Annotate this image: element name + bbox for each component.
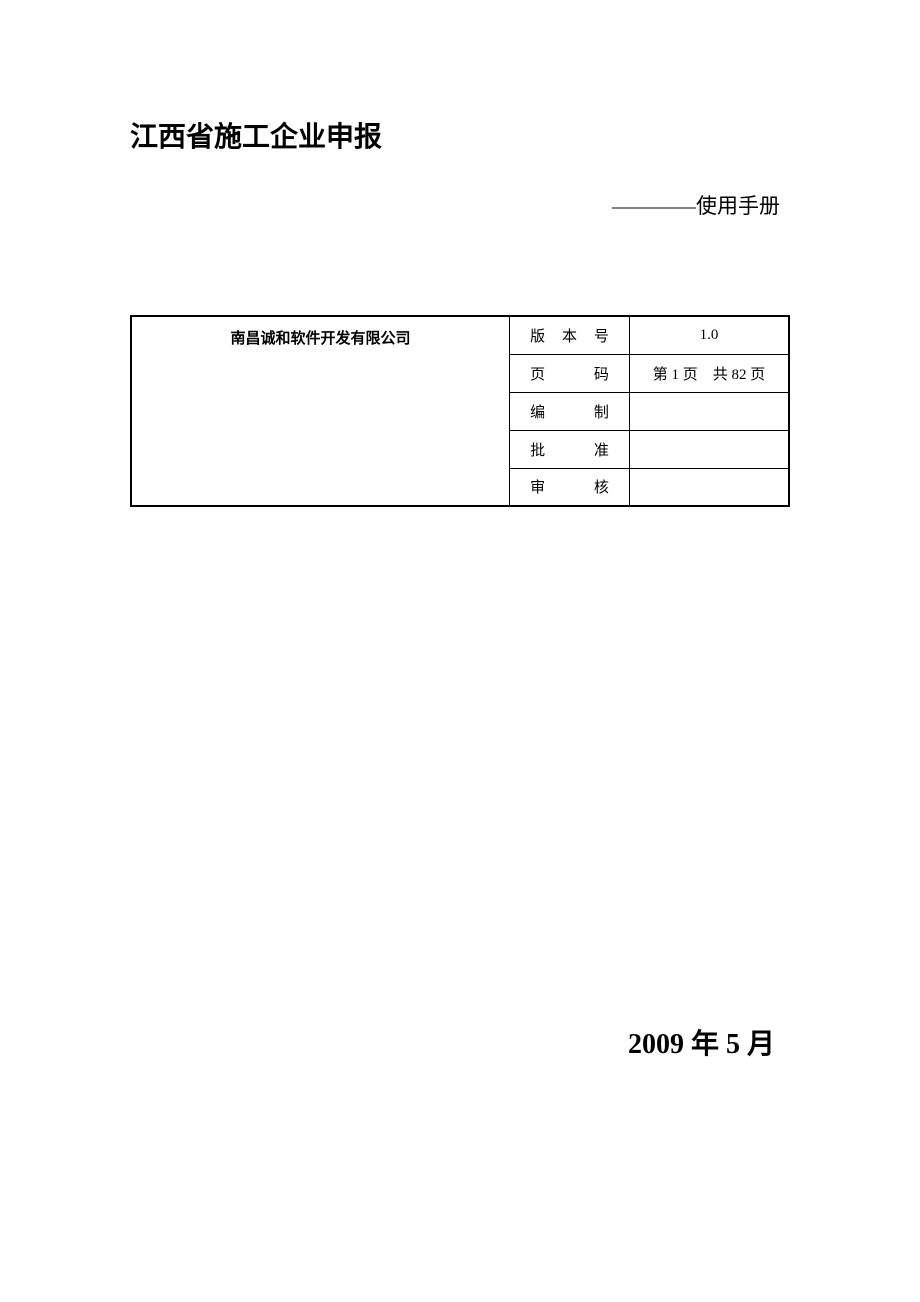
compiled-by-value: [629, 392, 789, 430]
document-date: 2009 年 5 月: [628, 1022, 775, 1062]
reviewed-by-label: 审 核: [510, 468, 630, 506]
info-table: 南昌诚和软件开发有限公司 版 本 号 1.0 页 码 第 1 页 共 82 页 …: [130, 315, 790, 507]
compiled-by-label: 编 制: [510, 392, 630, 430]
page-title: 江西省施工企业申报: [130, 115, 790, 155]
page-number-value: 第 1 页 共 82 页: [629, 354, 789, 392]
reviewed-by-value: [629, 468, 789, 506]
version-label: 版 本 号: [510, 316, 630, 354]
approved-by-value: [629, 430, 789, 468]
page-number-label: 页 码: [510, 354, 630, 392]
approved-by-label: 批 准: [510, 430, 630, 468]
table-row: 南昌诚和软件开发有限公司 版 本 号 1.0: [131, 316, 789, 354]
page-subtitle: ————使用手册: [130, 190, 790, 220]
document-page: 江西省施工企业申报 ————使用手册 南昌诚和软件开发有限公司 版 本 号 1.…: [0, 0, 920, 507]
version-value: 1.0: [629, 316, 789, 354]
company-cell: 南昌诚和软件开发有限公司: [131, 316, 510, 506]
